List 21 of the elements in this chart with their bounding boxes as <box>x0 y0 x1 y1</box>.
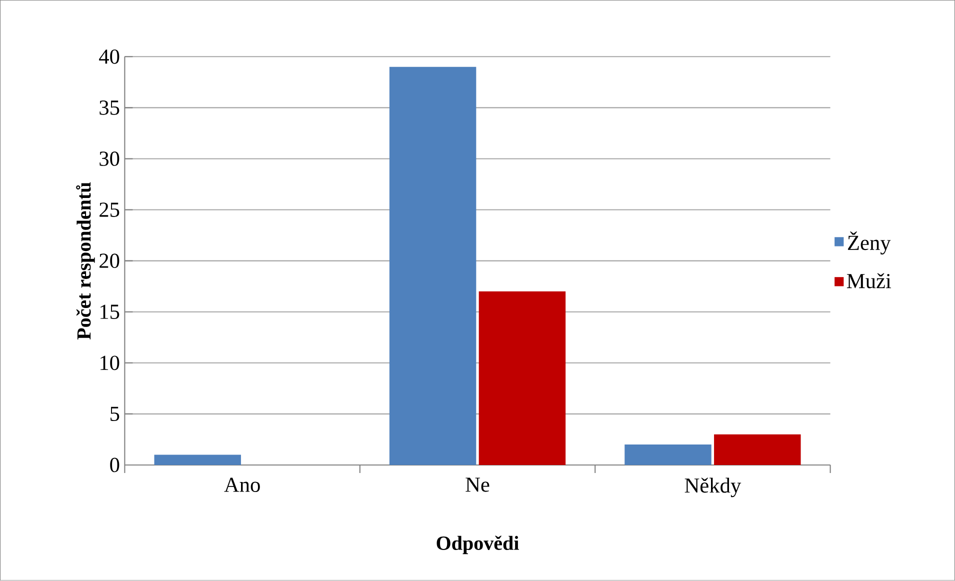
x-tick-label: Někdy <box>684 478 742 498</box>
y-tick-label: 35 <box>100 100 120 116</box>
x-tick-label: Ano <box>224 478 260 492</box>
legend-label: Muži <box>846 273 892 288</box>
x-axis-title: Odpovědi <box>436 536 519 554</box>
y-tick-label: 15 <box>100 304 120 320</box>
y-axis-title: Počet respondentů <box>76 182 95 340</box>
legend-label: Ženy <box>848 232 891 255</box>
y-tick-label: 5 <box>110 406 120 422</box>
bar <box>389 67 476 466</box>
y-tick-label: 25 <box>100 202 120 218</box>
bar <box>714 434 801 466</box>
x-tick-label: Ne <box>466 478 490 492</box>
y-tick-label: 0 <box>110 458 120 472</box>
y-tick-label: 40 <box>99 50 120 64</box>
bar <box>154 454 241 466</box>
y-tick-label: 20 <box>100 254 120 268</box>
bar <box>624 444 712 466</box>
bar <box>478 292 566 466</box>
y-tick-label: 30 <box>100 152 120 166</box>
y-tick-label: 10 <box>100 356 120 370</box>
